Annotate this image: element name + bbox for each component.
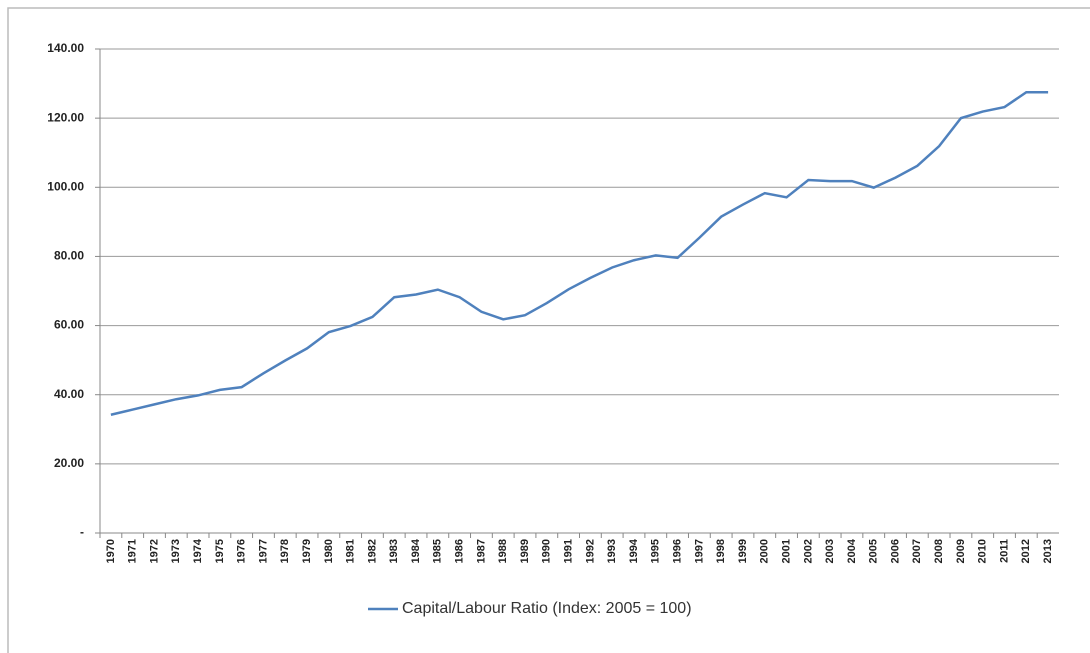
x-tick-label: 1982 [366,539,378,563]
x-tick-label: 2009 [955,539,967,563]
x-tick-label: 1981 [345,539,357,563]
x-tick-label: 1995 [650,539,662,563]
x-tick-label: 1983 [388,539,400,563]
x-tick-label: 1974 [192,538,204,563]
x-tick-label: 2000 [759,539,771,563]
x-tick-label: 1975 [214,539,226,563]
x-tick-label: 1984 [410,538,422,563]
x-tick-label: 1980 [323,539,335,563]
x-tick-label: 1991 [563,539,575,563]
y-tick-label: 20.00 [54,456,84,470]
x-tick-label: 1993 [606,539,618,563]
x-tick-label: 1999 [737,539,749,563]
x-tick-label: 1989 [519,539,531,563]
x-tick-label: 1988 [497,539,509,563]
x-tick-label: 2005 [868,539,880,563]
x-tick-label: 1990 [541,539,553,563]
x-tick-label: 2012 [1020,539,1032,563]
x-tick-label: 2002 [802,539,814,563]
x-tick-label: 1992 [584,539,596,563]
x-tick-label: 2010 [977,539,989,563]
series-line [110,90,1049,416]
legend-label: Capital/Labour Ratio (Index: 2005 = 100) [402,600,692,617]
x-tick-label: 2013 [1042,539,1054,563]
x-tick-label: 2011 [998,539,1010,563]
y-tick-label: 140.00 [47,41,84,55]
x-tick-label: 1977 [257,539,269,563]
x-tick-label: 1997 [693,539,705,563]
x-tick-label: 2004 [846,538,858,563]
y-tick-label: - [80,525,84,539]
x-tick-label: 1987 [475,539,487,563]
y-tick-label: 60.00 [54,318,84,332]
x-tick-label: 2001 [780,539,792,563]
x-tick-label: 1971 [127,539,139,563]
x-tick-label: 1970 [105,539,117,563]
x-tick-label: 1976 [236,539,248,563]
x-tick-label: 1994 [628,538,640,563]
x-tick-label: 1972 [148,539,160,563]
x-tick-label: 1986 [454,539,466,563]
x-tick-label: 1979 [301,539,313,563]
x-tick-label: 1996 [671,539,683,563]
y-tick-label: 100.00 [47,179,84,193]
y-tick-label: 80.00 [54,249,84,263]
x-tick-label: 1985 [432,539,444,563]
x-tick-label: 1998 [715,539,727,563]
x-tick-label: 2006 [889,539,901,563]
chart-frame [7,7,1090,653]
x-tick-label: 1973 [170,539,182,563]
x-tick-label: 2007 [911,539,923,563]
y-tick-label: 120.00 [47,110,84,124]
x-tick-label: 2008 [933,539,945,563]
x-tick-label: 2003 [824,539,836,563]
y-tick-label: 40.00 [54,387,84,401]
x-tick-label: 1978 [279,539,291,563]
